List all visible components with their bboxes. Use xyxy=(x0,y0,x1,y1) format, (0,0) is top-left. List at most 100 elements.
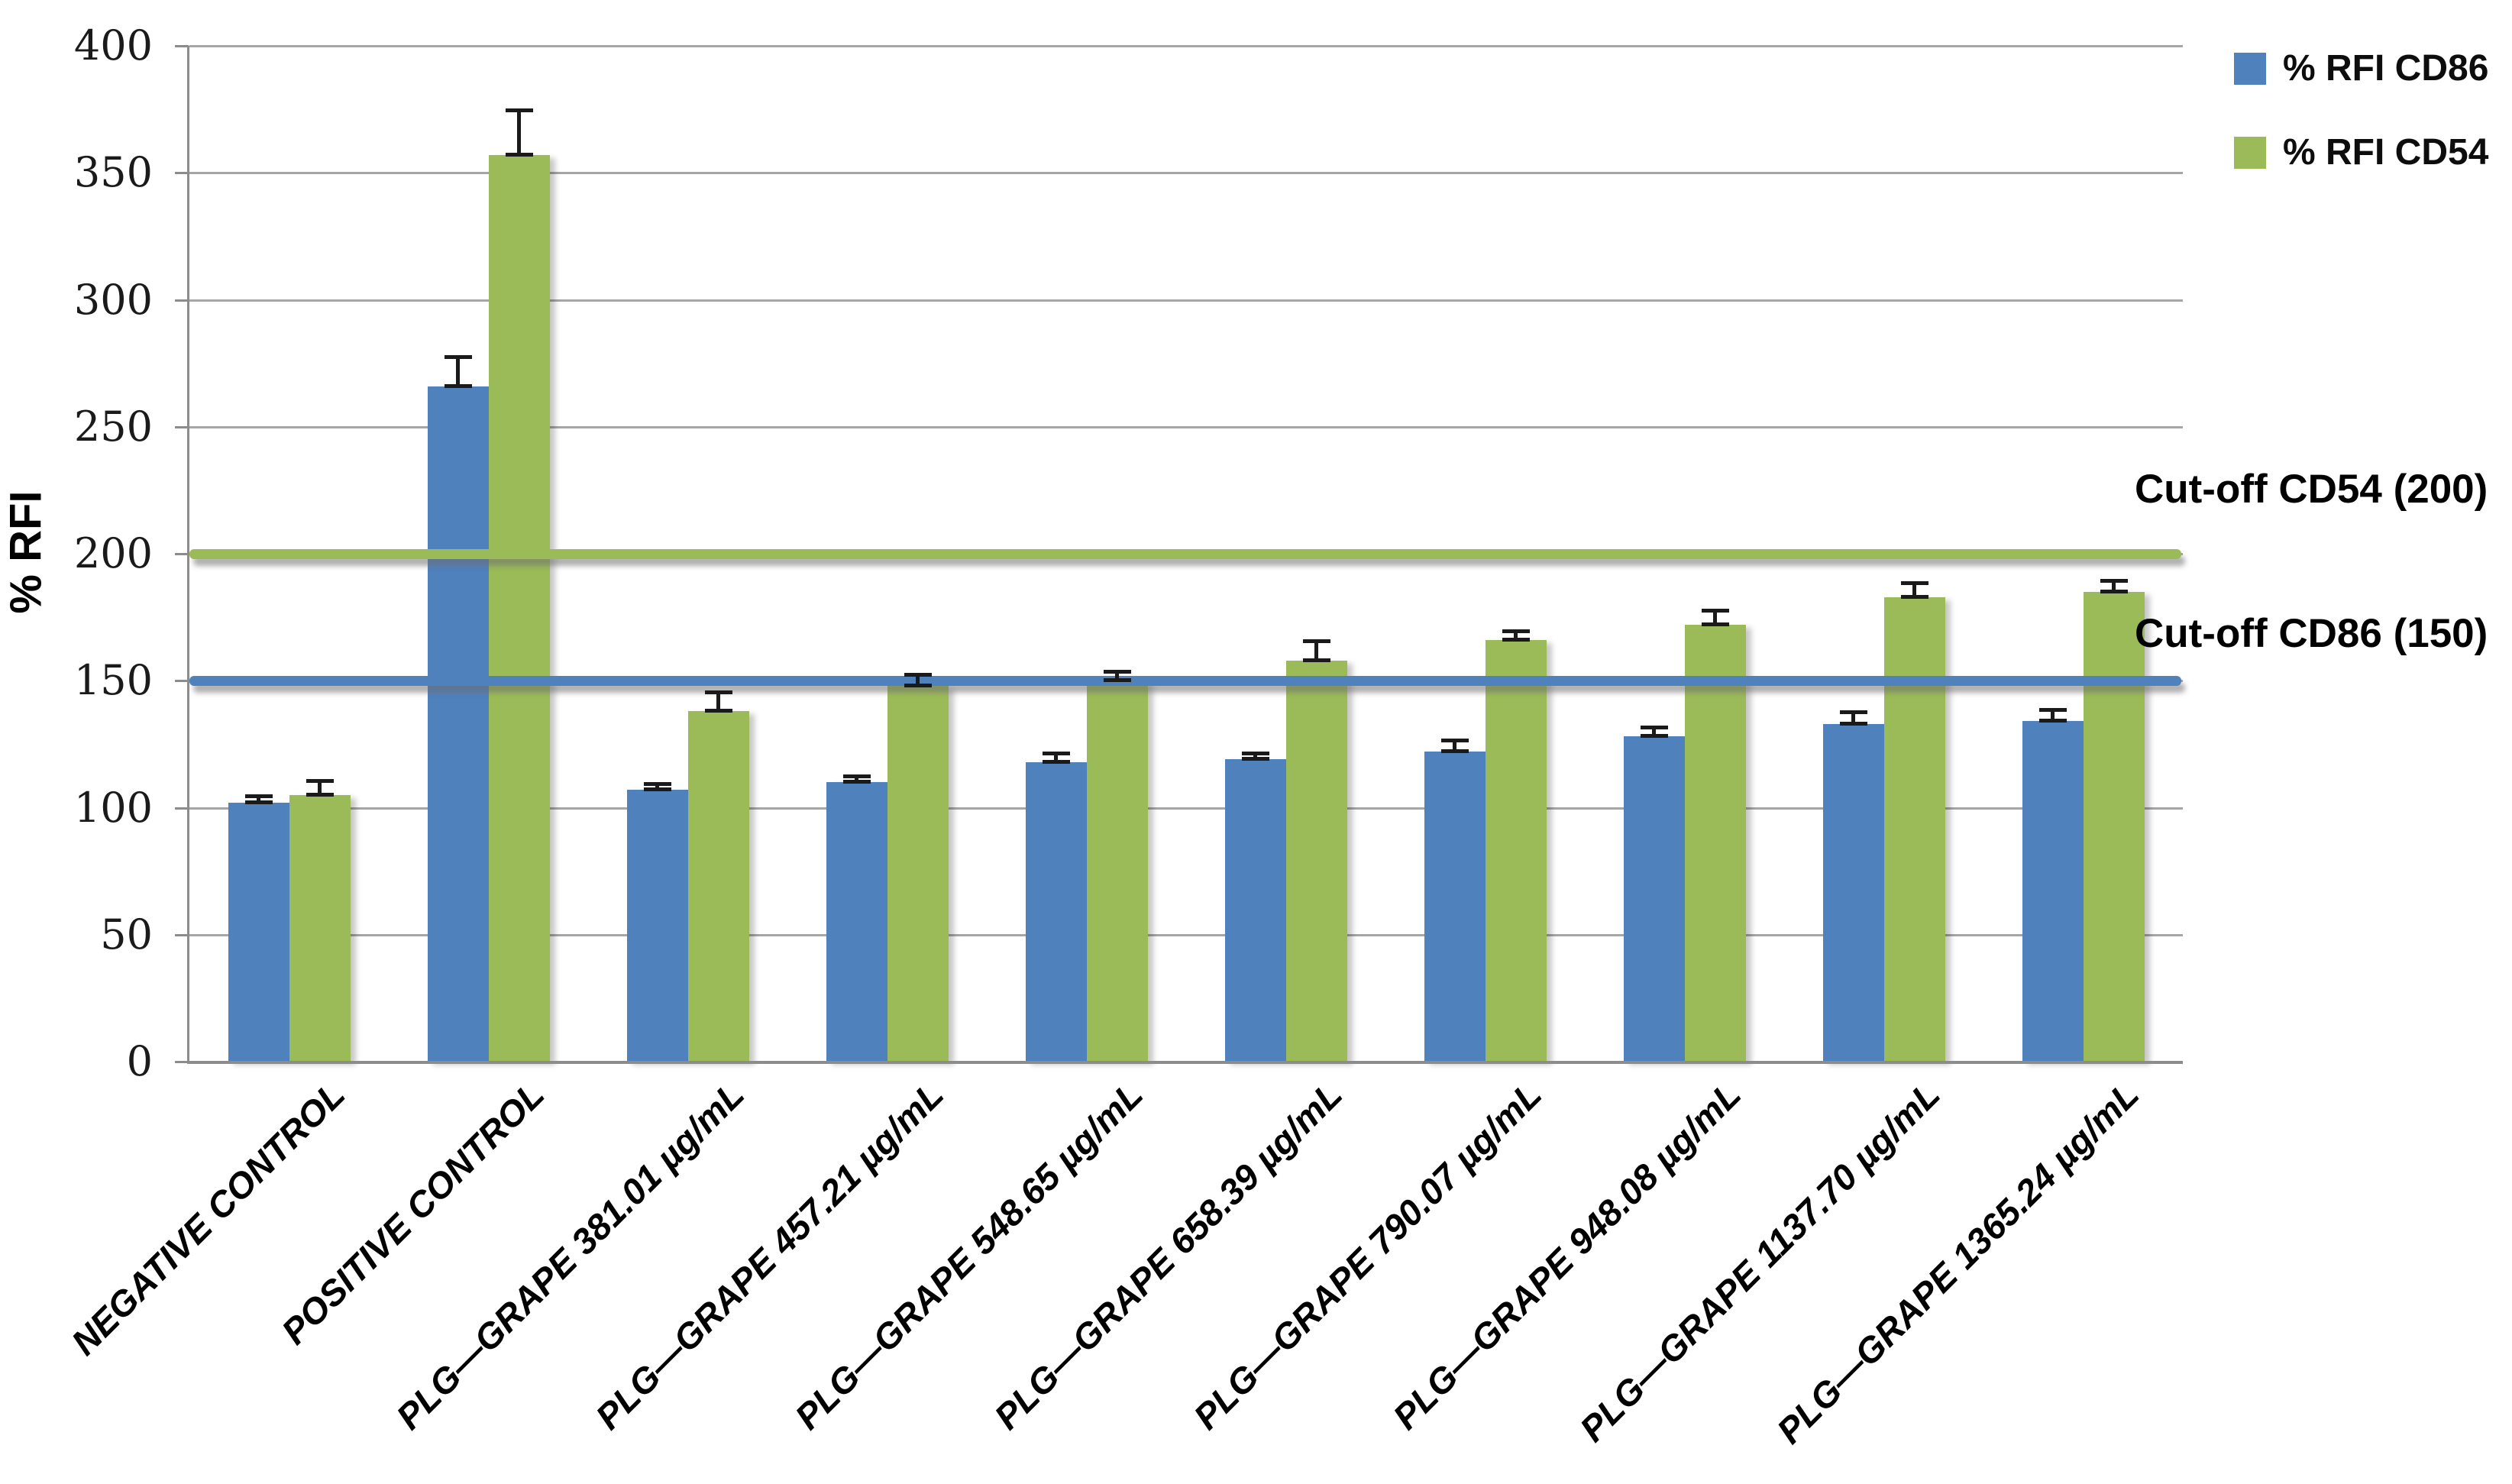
bar-cd86 xyxy=(228,802,289,1062)
error-bar-cap-top xyxy=(904,672,932,677)
error-bar-cap-top xyxy=(1701,609,1729,613)
error-bar-cap-top xyxy=(444,354,472,359)
error-bar-cap-bottom xyxy=(1302,658,1330,662)
error-bar-cap-bottom xyxy=(306,792,334,797)
error-bar-cap-top xyxy=(1302,639,1330,644)
cutoff-line-cd54 xyxy=(189,548,2181,559)
error-bar-cap-top xyxy=(1103,670,1131,674)
error-bar-cap-bottom xyxy=(1502,638,1530,642)
bar-cd54 xyxy=(2083,591,2145,1062)
x-axis-line xyxy=(187,1061,2183,1064)
error-bar-cap-bottom xyxy=(704,709,732,713)
bar-cd54 xyxy=(1285,660,1347,1062)
bar-cd86 xyxy=(2022,721,2084,1062)
error-bar-cap-top xyxy=(1440,739,1469,743)
gridline-y300 xyxy=(189,299,2183,302)
x-category-label: PLG—GRAPE 1137.70 µg/mL xyxy=(1571,1073,1948,1450)
error-bar-cap-bottom xyxy=(1640,734,1668,739)
error-bar xyxy=(2051,711,2055,722)
error-bar-cap-top xyxy=(1042,751,1070,755)
x-category-label: PLG—GRAPE 790.07 µg/mL xyxy=(1185,1073,1549,1437)
gridline-y250 xyxy=(189,425,2183,428)
plot-area xyxy=(187,45,2183,1064)
error-bar-cap-bottom xyxy=(2038,719,2067,723)
bar-cd86 xyxy=(427,386,489,1062)
error-bar-cap-top xyxy=(842,774,871,778)
y-tick-label-350: 350 xyxy=(73,148,153,197)
bar-cd54 xyxy=(289,794,351,1062)
legend-label: % RFI CD54 xyxy=(2283,132,2489,173)
bar-cd54 xyxy=(687,711,749,1062)
gridline-y50 xyxy=(189,933,2183,936)
legend-swatch-cd54 xyxy=(2234,136,2266,169)
error-bar-cap-top xyxy=(704,690,732,694)
bar-cd54 xyxy=(1883,597,1945,1062)
x-category-label: PLG—GRAPE 948.08 µg/mL xyxy=(1384,1073,1748,1437)
cutoff-label-cd54: Cut-off CD54 (200) xyxy=(2135,467,2488,512)
error-bar xyxy=(1115,673,1119,681)
cutoff-label-cd86: Cut-off CD86 (150) xyxy=(2135,611,2488,657)
y-axis-line xyxy=(187,46,189,1064)
error-bar-cap-top xyxy=(2038,708,2067,713)
bar-cd86 xyxy=(1224,759,1286,1062)
error-bar-cap-top xyxy=(2100,578,2128,583)
y-tick-label-0: 0 xyxy=(126,1037,153,1085)
y-tick-mark-400 xyxy=(175,45,189,47)
error-bar-cap-bottom xyxy=(1042,759,1070,764)
y-tick-mark-200 xyxy=(175,553,189,555)
y-tick-label-300: 300 xyxy=(73,275,153,324)
y-tick-mark-0 xyxy=(175,1061,189,1063)
bar-cd86 xyxy=(826,782,887,1062)
error-bar xyxy=(855,777,858,783)
y-tick-mark-50 xyxy=(175,933,189,936)
error-bar-cap-bottom xyxy=(1440,749,1469,754)
error-bar xyxy=(916,675,920,686)
error-bar-cap-bottom xyxy=(444,383,472,388)
legend-item-cd86: % RFI CD86 xyxy=(2234,47,2488,89)
y-tick-label-100: 100 xyxy=(73,783,153,832)
error-bar-cap-top xyxy=(1502,629,1530,634)
bar-cd54 xyxy=(887,685,949,1062)
y-tick-mark-100 xyxy=(175,807,189,810)
error-bar xyxy=(1054,754,1058,762)
error-bar xyxy=(257,797,260,803)
error-bar-cap-bottom xyxy=(505,152,533,157)
error-bar-cap-top xyxy=(505,108,533,113)
error-bar xyxy=(318,782,322,795)
bar-cd54 xyxy=(1086,681,1148,1062)
error-bar xyxy=(716,693,720,712)
y-tick-label-200: 200 xyxy=(73,529,153,577)
error-bar xyxy=(1253,754,1257,760)
x-category-label: PLG—GRAPE 457.21 µg/mL xyxy=(587,1073,951,1437)
x-category-label: PLG—GRAPE 381.01 µg/mL xyxy=(387,1073,752,1437)
y-tick-mark-150 xyxy=(175,680,189,683)
error-bar xyxy=(655,784,659,790)
bar-cd86 xyxy=(626,790,688,1062)
error-bar-cap-top xyxy=(1241,751,1269,755)
error-bar xyxy=(1314,642,1318,661)
error-bar-cap-top xyxy=(643,781,671,786)
error-bar-cap-bottom xyxy=(904,683,932,687)
error-bar-cap-top xyxy=(1900,580,1928,585)
cutoff-line-cd86 xyxy=(189,675,2181,686)
error-bar xyxy=(517,112,521,155)
error-bar-cap-top xyxy=(244,794,273,799)
error-bar-cap-bottom xyxy=(1900,594,1928,599)
gridline-y100 xyxy=(189,807,2183,810)
bar-cd54 xyxy=(488,154,550,1062)
bar-cd86 xyxy=(1822,723,1884,1062)
y-tick-label-250: 250 xyxy=(73,402,153,451)
error-bar-cap-bottom xyxy=(1839,721,1867,726)
error-bar-cap-bottom xyxy=(1701,622,1729,627)
x-category-label: PLG—GRAPE 548.65 µg/mL xyxy=(786,1073,1150,1437)
gridline-y400 xyxy=(189,45,2183,47)
error-bar xyxy=(1912,584,1916,597)
error-bar-cap-bottom xyxy=(643,787,671,792)
error-bar-cap-bottom xyxy=(1103,678,1131,683)
error-bar-cap-bottom xyxy=(842,780,871,784)
error-bar xyxy=(1514,632,1518,641)
error-bar-cap-top xyxy=(306,779,334,784)
y-tick-label-50: 50 xyxy=(100,910,153,959)
error-bar-cap-bottom xyxy=(244,800,273,804)
